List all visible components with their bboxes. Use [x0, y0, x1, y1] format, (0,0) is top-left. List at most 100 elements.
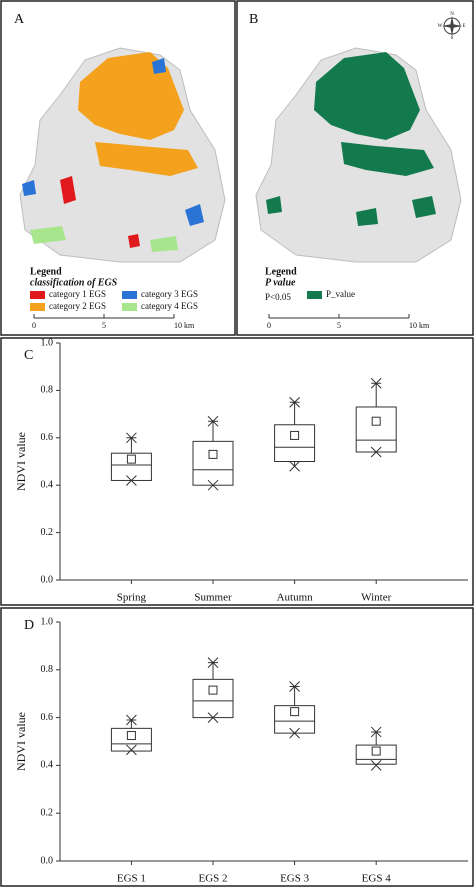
map-patch	[356, 208, 378, 226]
mean-marker	[208, 685, 218, 695]
legend-label: category 1 EGS	[49, 289, 106, 299]
mean-marker	[208, 449, 218, 459]
map-patch	[30, 226, 66, 244]
legend-swatch	[30, 303, 45, 311]
compass	[442, 16, 462, 36]
mean-marker	[371, 746, 381, 756]
scale-label: 10 km	[174, 321, 195, 330]
panel-label: D	[24, 618, 34, 633]
y-tick-label: 0.2	[41, 807, 54, 818]
y-tick-label: 0.2	[41, 527, 54, 538]
min-marker	[126, 475, 137, 486]
panel-frame	[236, 0, 474, 336]
legend-label: category 2 EGS	[49, 301, 106, 311]
map-patch	[60, 176, 76, 204]
map-patch	[150, 236, 178, 252]
y-tick-label: 0.4	[41, 479, 54, 490]
box	[110, 452, 152, 481]
map-patch	[341, 142, 434, 176]
legend-label: category 4 EGS	[141, 301, 198, 311]
legend-label: category 3 EGS	[141, 289, 198, 299]
panel-frame	[0, 607, 474, 887]
y-tick-label: 0.4	[41, 760, 54, 771]
scale-label: 0	[267, 321, 271, 330]
panel-label: A	[14, 12, 25, 27]
box	[110, 727, 152, 752]
map-patch	[22, 180, 36, 196]
min-marker	[289, 460, 300, 472]
legend-label: P_value	[326, 289, 355, 299]
map-patch	[152, 58, 166, 74]
y-tick-label: 1.0	[41, 337, 54, 348]
max-marker	[126, 432, 137, 444]
legend-swatch	[307, 291, 322, 299]
map-b	[255, 16, 462, 263]
compass-label: E	[462, 24, 465, 29]
max-marker	[370, 377, 382, 389]
scale-label: 5	[102, 321, 106, 330]
max-marker	[289, 396, 300, 408]
box	[355, 744, 397, 765]
y-tick-label: 0.8	[41, 664, 54, 675]
x-tick-label: EGS 1	[117, 873, 146, 885]
map-patch	[78, 52, 184, 140]
mean-marker	[290, 707, 300, 717]
box	[274, 705, 316, 734]
x-tick-label: EGS 4	[362, 873, 392, 885]
x-tick-label: Summer	[194, 592, 232, 604]
x-tick-label: Spring	[117, 592, 147, 604]
panel-label: C	[24, 348, 33, 363]
y-axis-label: NDVI value	[14, 432, 28, 491]
y-tick-label: 0.6	[41, 432, 54, 443]
y-tick-label: 0.0	[41, 574, 54, 585]
max-marker	[207, 415, 219, 427]
legend-swatch	[122, 291, 137, 299]
map-a	[19, 47, 226, 263]
box	[274, 424, 316, 463]
min-marker	[207, 712, 219, 723]
max-marker	[289, 681, 300, 692]
x-tick-label: EGS 3	[280, 873, 310, 885]
min-marker	[126, 744, 137, 756]
mean-marker	[126, 454, 136, 464]
box	[192, 440, 234, 486]
scale-label: 0	[32, 321, 36, 330]
x-tick-label: Autumn	[277, 592, 314, 604]
map-patch	[314, 52, 420, 140]
scale-label: 5	[337, 321, 341, 330]
panel-frame	[0, 0, 236, 336]
legend-title: Legend	[265, 266, 297, 277]
max-marker	[370, 726, 382, 738]
min-marker	[370, 446, 382, 458]
mean-marker	[126, 731, 136, 741]
legend-subtitle: classification of EGS	[30, 277, 118, 288]
compass-label: N	[450, 12, 454, 17]
y-axis-label: NDVI value	[14, 712, 28, 771]
mean-marker	[371, 416, 381, 426]
min-marker	[207, 479, 219, 491]
legend-swatch	[122, 303, 137, 311]
map-patch	[185, 204, 204, 226]
legend-note: P<0.05	[265, 292, 291, 302]
panel-frame	[0, 337, 474, 606]
legend-subtitle: P value	[265, 277, 296, 288]
legend-title: Legend	[30, 266, 62, 277]
scale-label: 10 km	[409, 321, 430, 330]
compass-label: W	[438, 24, 443, 29]
map-patch	[266, 196, 282, 214]
panel-label: B	[249, 12, 258, 27]
box	[355, 406, 397, 453]
compass-label: S	[451, 36, 454, 41]
y-tick-label: 1.0	[41, 616, 54, 627]
mean-marker	[290, 430, 300, 440]
map-patch	[95, 142, 198, 176]
x-tick-label: Winter	[361, 592, 391, 604]
max-marker	[126, 714, 137, 726]
y-tick-label: 0.0	[41, 855, 54, 866]
legend-swatch	[30, 291, 45, 299]
map-patch	[128, 234, 140, 248]
map-patch	[412, 196, 436, 218]
y-tick-label: 0.6	[41, 712, 54, 723]
box	[192, 678, 234, 719]
